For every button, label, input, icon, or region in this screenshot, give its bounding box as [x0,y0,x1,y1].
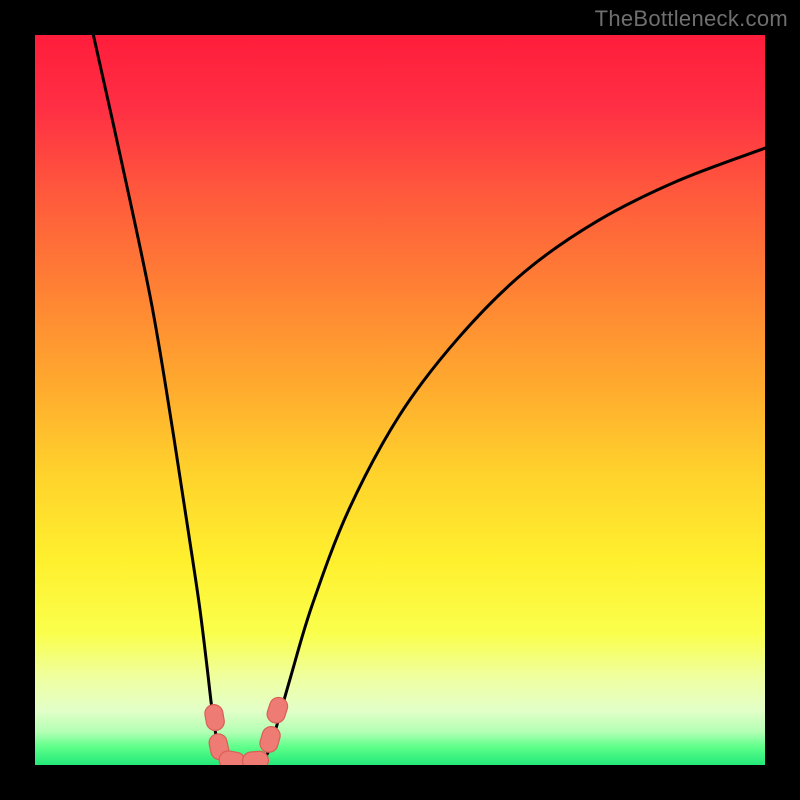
watermark-text: TheBottleneck.com [595,6,788,32]
canvas-wrap: TheBottleneck.com [0,0,800,800]
plot-area [35,35,765,772]
bottleneck-chart [0,0,800,800]
gradient-background [35,35,765,765]
